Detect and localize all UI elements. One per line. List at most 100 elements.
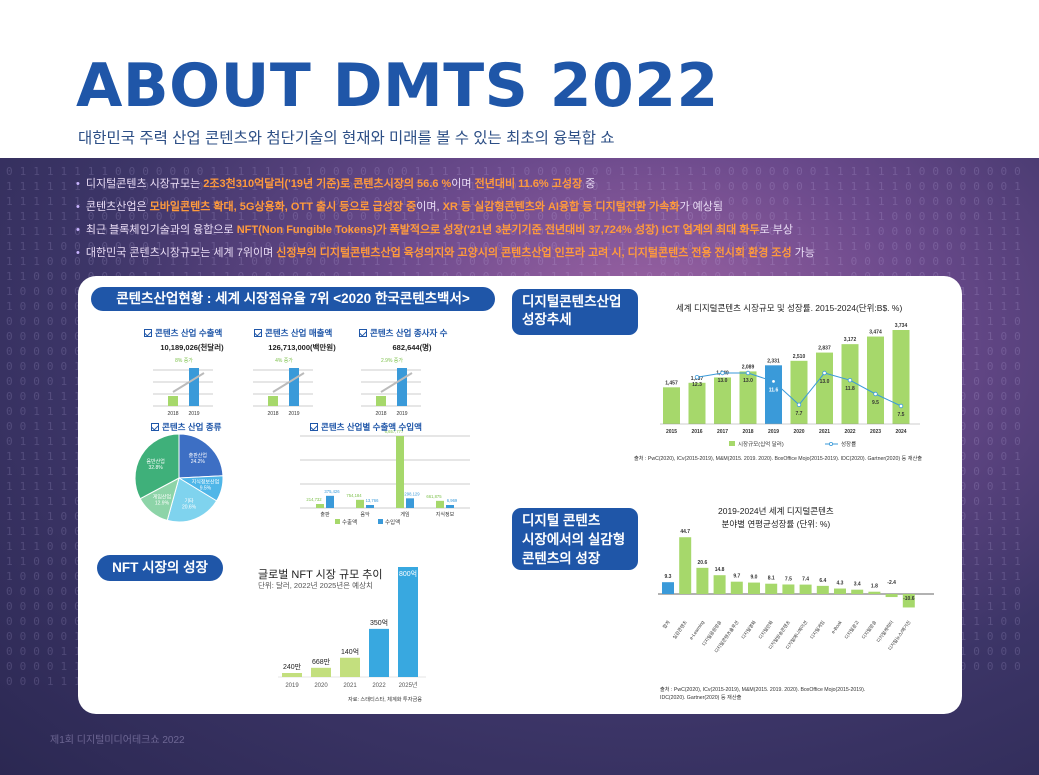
mini-workers-value: 682,644(명) <box>392 343 432 352</box>
trend-legend-size: 시장규모(십억 달러) <box>738 440 784 448</box>
sector-category-label: 디지털광고 <box>843 619 861 640</box>
trend-value-label: 2,089 <box>742 364 755 370</box>
nft-bar <box>369 628 389 677</box>
sector-category-label: 디지털영화 <box>740 619 758 641</box>
sector-value-label: 9.3 <box>665 574 672 580</box>
sector-bar <box>799 584 812 594</box>
sector-value-label: 9.0 <box>751 575 758 581</box>
trend-rate-point <box>796 402 802 407</box>
mini-export-head: 콘텐츠 산업 수출액 <box>144 327 240 339</box>
sector-value-label: 3.4 <box>854 582 861 588</box>
bullet-item: 최근 블록체인기술과의 융합으로 NFT(Non Fungible Tokens… <box>76 222 976 239</box>
sector-bar <box>851 589 864 594</box>
trend-value-label: 3,734 <box>895 323 908 329</box>
sector-value-label: 9.7 <box>733 574 740 580</box>
sector-bar <box>885 594 898 598</box>
trend-rate-point <box>771 379 776 384</box>
trend-value-label: 1,457 <box>665 380 678 386</box>
trend-value-label: 3,474 <box>869 330 882 336</box>
check-icon <box>144 329 152 337</box>
bullet-text: 대한민국 콘텐츠시장규모는 세계 7위이며 <box>85 247 277 259</box>
check-icon <box>359 329 367 337</box>
trend-legend-swatch-size <box>729 441 735 446</box>
sector-category-label: e-Learning <box>689 619 706 640</box>
mini-sales-value: 126,713,000(백만원) <box>268 343 336 352</box>
sector-bar <box>730 581 743 594</box>
check-icon <box>254 329 262 337</box>
trend-rate-point <box>873 391 878 397</box>
bullet-item: 콘텐츠산업은 모바일콘텐츠 확대, 5G상용화, OTT 출시 등으로 급성장 … <box>76 199 976 216</box>
mini-workers-head: 콘텐츠 산업 종사자 수 <box>359 327 465 339</box>
sector-chart-title: 2019-2024년 세계 디지털콘텐츠 분야별 연평균성장률 (단위: %) <box>718 505 834 531</box>
trend-legend-rate: 성장률 <box>841 440 856 448</box>
sector-category-label: 실감콘텐츠 <box>671 619 688 640</box>
sector-bar <box>782 584 795 594</box>
trend-year-label: 2021 <box>819 429 830 435</box>
sector-value-label: 14.8 <box>715 567 725 573</box>
trend-rate-label: 7.7 <box>796 411 803 417</box>
sector-value-label: -2.4 <box>887 580 896 586</box>
sector-value-label: 44.7 <box>680 529 690 535</box>
nft-bar <box>398 567 418 677</box>
trend-bar <box>867 336 884 424</box>
check-icon <box>310 423 318 431</box>
bullet-text: 가 예상됨 <box>679 201 724 213</box>
bullet-highlight: 신정부의 디지털콘텐츠산업 육성의지와 고양시의 콘텐츠산업 인프라 고려 시,… <box>276 247 792 259</box>
trend-rate-label: 11.8 <box>845 386 855 392</box>
bullet-text: 가능 <box>791 247 815 259</box>
bullet-text: 콘텐츠산업은 <box>85 201 150 213</box>
trend-rate-label: 12.3 <box>692 382 702 388</box>
immersive-pill-line2: 시장에서의 실감형 <box>522 532 626 547</box>
immersive-pill: 디지털 콘텐츠 시장에서의 실감형 콘텐츠의 성장 <box>512 508 638 570</box>
trend-value-label: 2,837 <box>818 346 831 352</box>
bullet-text: 중 <box>582 178 596 190</box>
trend-bar <box>663 387 680 424</box>
trend-chart-title: 세계 디지털콘텐츠 시장규모 및 성장률. 2015-2024(단위:B$. %… <box>676 303 903 313</box>
sector-chart-title-line2: 분야별 연평균성장률 (단위: %) <box>721 519 831 529</box>
sector-value-label: -10.6 <box>903 596 915 602</box>
trend-bar <box>816 352 833 424</box>
mini-sales-head: 콘텐츠 산업 매출액 <box>254 327 350 339</box>
nft-pill: NFT 시장의 성장 <box>97 555 223 581</box>
mini-export: 콘텐츠 산업 수출액 10,189,026(천달러) <box>144 327 240 353</box>
trend-rate-point <box>847 377 853 383</box>
nft-year-label: 2021 <box>343 683 357 689</box>
sector-source-line1: 출처 : PwC(2020), ICv(2015-2019), M&M(2015… <box>660 687 866 693</box>
sector-bar <box>902 594 915 608</box>
bullet-text: 최근 블록체인기술과의 융합으로 <box>85 224 237 236</box>
bullet-highlight: 전년대비 11.6% 고성장 <box>474 178 583 190</box>
trend-rate-label: 11.6 <box>769 387 779 393</box>
sector-bar <box>834 588 846 594</box>
sector-chart-title-line1: 2019-2024년 세계 디지털콘텐츠 <box>718 506 834 516</box>
pie-head: 콘텐츠 산업 종류 <box>151 421 221 433</box>
trend-pill-line1: 디지털콘텐츠산업 <box>522 294 622 309</box>
bullet-item: 디지털콘텐츠 시장규모는 2조3천310억달러('19년 기준)로 콘텐츠시장의… <box>76 176 976 193</box>
trend-value-label: 2,510 <box>793 354 806 360</box>
nft-value-label: 350억 <box>370 619 388 627</box>
trend-year-label: 2020 <box>793 429 804 435</box>
nft-year-label: 2019 <box>285 683 299 689</box>
sector-bar <box>765 583 778 594</box>
nft-value-label: 240만 <box>283 662 302 671</box>
nft-year-label: 2022 <box>372 683 386 689</box>
nft-chart-source: 자료: 스태티스타, 체계화 투자금융 <box>348 697 423 703</box>
nft-chart-subtitle: 단위: 달러, 2022년 2025년은 예상치 <box>258 581 373 590</box>
sector-value-label: 1.8 <box>871 584 878 590</box>
trend-bar <box>765 365 782 424</box>
footer-note: 제1회 디지털미디어테크쇼 2022 <box>50 735 185 746</box>
nft-value-label: 668만 <box>312 657 331 666</box>
trend-legend-point <box>829 441 834 446</box>
trend-year-label: 2019 <box>768 429 779 435</box>
trend-rate-label: 13.0 <box>820 379 830 385</box>
sector-category-label: 합계 <box>661 619 672 630</box>
trend-bar <box>892 330 910 424</box>
status-pill: 콘텐츠산업현황 : 세계 시장점유율 7위 <2020 한국콘텐츠백서> <box>91 287 495 311</box>
trend-year-label: 2016 <box>691 429 702 435</box>
nft-chart-title: 글로벌 NFT 시장 규모 추이 <box>258 569 383 581</box>
sector-category-label: 디지털방송 <box>860 619 878 640</box>
nft-value-label: 800억 <box>399 570 417 578</box>
sector-source-line2: IDC(2020). Gartner(2020) 등 재산출 <box>660 695 742 701</box>
immersive-pill-line3: 콘텐츠의 성장 <box>522 551 601 566</box>
sector-value-label: 7.4 <box>802 577 809 583</box>
bullet-text: 로 부상 <box>759 224 793 236</box>
